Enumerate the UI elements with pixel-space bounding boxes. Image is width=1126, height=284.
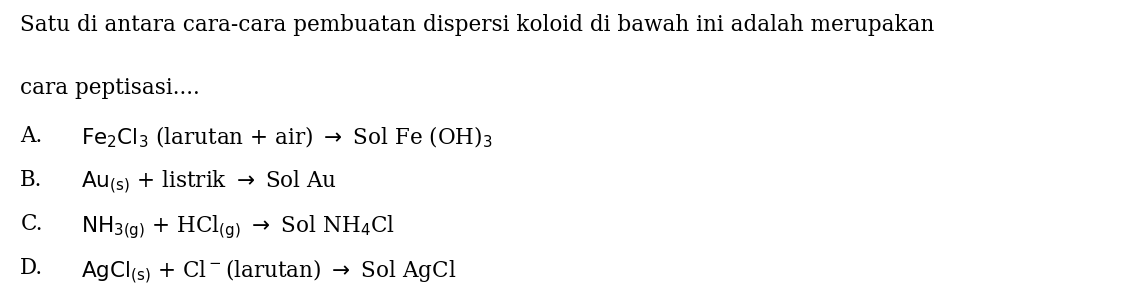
Text: Satu di antara cara-cara pembuatan dispersi koloid di bawah ini adalah merupakan: Satu di antara cara-cara pembuatan dispe…	[20, 14, 935, 36]
Text: cara peptisasi....: cara peptisasi....	[20, 77, 200, 99]
Text: $\mathrm{Fe_2Cl_3}$ (larutan + air) $\rightarrow$ Sol Fe (OH)$_3$: $\mathrm{Fe_2Cl_3}$ (larutan + air) $\ri…	[81, 125, 492, 150]
Text: $\mathrm{AgCl_{(s)}}$ + Cl$^-$(larutan) $\rightarrow$ Sol AgCl: $\mathrm{AgCl_{(s)}}$ + Cl$^-$(larutan) …	[81, 257, 456, 284]
Text: C.: C.	[20, 213, 43, 235]
Text: A.: A.	[20, 125, 43, 147]
Text: B.: B.	[20, 169, 43, 191]
Text: $\mathrm{NH_{3(g)}}$ + HCl$_{\mathrm{(g)}}$ $\rightarrow$ Sol NH$_4$Cl: $\mathrm{NH_{3(g)}}$ + HCl$_{\mathrm{(g)…	[81, 213, 395, 241]
Text: $\mathrm{Au_{(s)}}$ + listrik $\rightarrow$ Sol Au: $\mathrm{Au_{(s)}}$ + listrik $\rightarr…	[81, 169, 337, 197]
Text: D.: D.	[20, 257, 44, 279]
